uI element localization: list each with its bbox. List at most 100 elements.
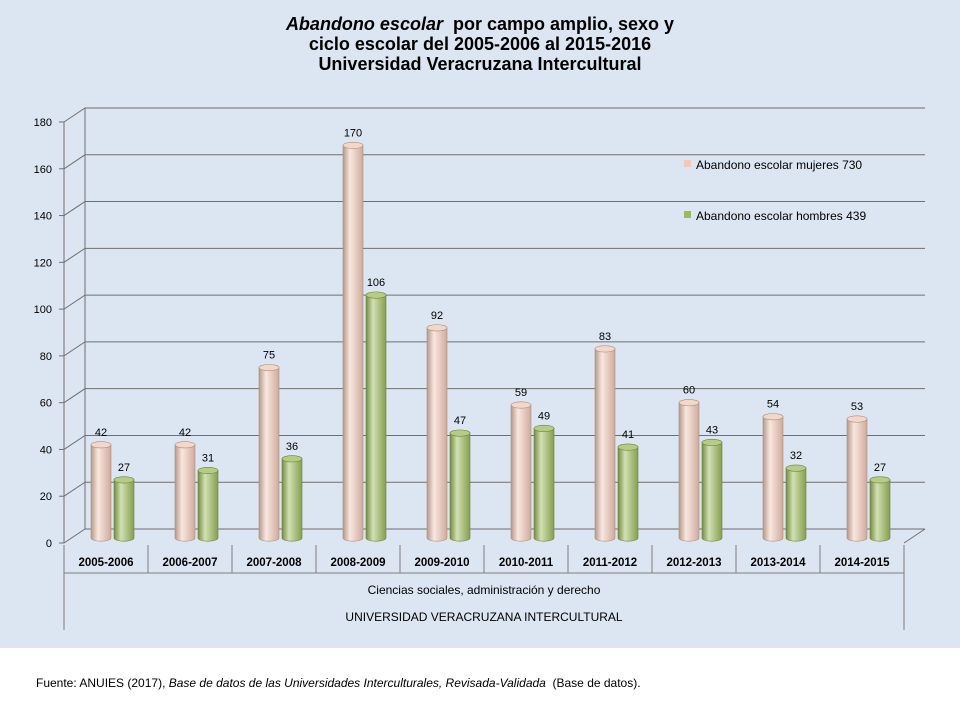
x-category-label: 2007-2008 bbox=[247, 557, 303, 569]
gridline bbox=[63, 341, 925, 357]
bar-cap bbox=[258, 364, 280, 372]
bar bbox=[281, 458, 303, 542]
bar-group bbox=[510, 401, 532, 542]
data-label: 54 bbox=[767, 399, 779, 411]
bar bbox=[785, 467, 807, 542]
data-label: 59 bbox=[515, 387, 527, 399]
source-prefix: Fuente: ANUIES (2017), bbox=[36, 676, 169, 690]
bar bbox=[701, 442, 723, 542]
chart-title: Abandono escolar por campo amplio, sexo … bbox=[0, 14, 960, 74]
bar bbox=[365, 294, 387, 542]
bar-cap bbox=[846, 415, 868, 423]
data-label: 75 bbox=[263, 350, 275, 362]
bar-group bbox=[533, 424, 555, 542]
data-label: 60 bbox=[683, 385, 695, 397]
bar bbox=[678, 402, 700, 542]
bar-cap bbox=[365, 291, 387, 299]
legend-label: Abandono escolar hombres 439 bbox=[696, 209, 866, 223]
bar-cap bbox=[869, 476, 891, 484]
bar bbox=[449, 432, 471, 542]
source-italic: Base de datos de las Universidades Inter… bbox=[168, 676, 546, 690]
y-tick-label: 60 bbox=[40, 398, 52, 410]
data-label: 43 bbox=[706, 424, 718, 436]
data-label: 47 bbox=[454, 415, 466, 427]
x-category-label: 2012-2013 bbox=[667, 557, 722, 569]
bar-group bbox=[594, 345, 616, 542]
gridline bbox=[63, 107, 925, 123]
bar-group bbox=[258, 364, 280, 542]
bar bbox=[846, 418, 868, 542]
legend-swatch bbox=[684, 211, 691, 218]
bar-group bbox=[449, 429, 471, 542]
bar bbox=[113, 479, 135, 542]
bar-group bbox=[342, 141, 364, 542]
bar-group bbox=[174, 441, 196, 542]
gridline bbox=[63, 247, 925, 263]
institution-label: UNIVERSIDAD VERACRUZANA INTERCULTURAL bbox=[345, 610, 622, 624]
title-italic: Abandono escolar bbox=[285, 14, 443, 34]
bar-cap bbox=[510, 401, 532, 409]
source-suffix: (Base de datos). bbox=[545, 676, 641, 690]
group-label: Ciencias sociales, administración y dere… bbox=[368, 583, 601, 597]
title-line-3: Universidad Veracruzana Intercultural bbox=[318, 54, 642, 74]
bar-group bbox=[678, 399, 700, 542]
bar-cap bbox=[617, 443, 639, 451]
x-category-label: 2006-2007 bbox=[163, 557, 218, 569]
bar-cap bbox=[281, 455, 303, 463]
bar-group bbox=[426, 324, 448, 542]
data-label: 31 bbox=[202, 452, 214, 464]
bar-cap bbox=[174, 441, 196, 449]
title-rest: por campo amplio, sexo y bbox=[442, 14, 675, 34]
data-label: 27 bbox=[874, 462, 886, 474]
x-category-label: 2005-2006 bbox=[79, 557, 134, 569]
bar-group bbox=[197, 466, 219, 542]
bar-group bbox=[365, 291, 387, 542]
bar bbox=[762, 416, 784, 542]
bar bbox=[174, 444, 196, 542]
bar bbox=[869, 479, 891, 542]
data-label: 36 bbox=[286, 441, 298, 453]
bar-group bbox=[113, 476, 135, 542]
bar-group bbox=[869, 476, 891, 542]
data-label: 42 bbox=[95, 427, 107, 439]
x-category-label: 2014-2015 bbox=[835, 557, 891, 569]
bar-cap bbox=[342, 141, 364, 149]
legend-swatch bbox=[684, 160, 691, 167]
title-line-1: Abandono escolar por campo amplio, sexo … bbox=[0, 14, 960, 34]
bar-group bbox=[90, 441, 112, 542]
bar-cap bbox=[90, 441, 112, 449]
bar-group bbox=[281, 455, 303, 542]
y-tick-label: 0 bbox=[46, 538, 52, 550]
bar-cap bbox=[426, 324, 448, 332]
x-category-label: 2013-2014 bbox=[751, 557, 807, 569]
bar bbox=[90, 444, 112, 542]
y-tick-label: 20 bbox=[40, 491, 52, 503]
chart-svg: 0 20 40 60 80 100 120 140 160 180 42 27 42 31 75 36 170 1… bbox=[34, 107, 926, 630]
bar-cap bbox=[197, 466, 219, 474]
y-tick-label: 140 bbox=[34, 211, 52, 223]
data-label: 32 bbox=[790, 450, 802, 462]
data-label: 53 bbox=[851, 401, 863, 413]
gridline bbox=[63, 388, 925, 404]
bar bbox=[617, 446, 639, 542]
bar-group bbox=[617, 443, 639, 542]
bar-group bbox=[846, 415, 868, 542]
y-tick-label: 40 bbox=[40, 444, 52, 456]
bar-cap bbox=[113, 476, 135, 484]
bar-cap bbox=[678, 399, 700, 407]
bar-group bbox=[701, 438, 723, 542]
y-tick-label: 160 bbox=[34, 164, 52, 176]
data-label: 41 bbox=[622, 429, 634, 441]
data-label: 83 bbox=[599, 331, 611, 343]
data-label: 92 bbox=[431, 310, 443, 322]
bar bbox=[533, 428, 555, 542]
bar bbox=[197, 470, 219, 542]
bar-group bbox=[762, 413, 784, 542]
bar bbox=[510, 404, 532, 542]
floor-right-edge bbox=[903, 528, 926, 544]
legend-label: Abandono escolar mujeres 730 bbox=[696, 158, 862, 172]
bar-cap bbox=[762, 413, 784, 421]
x-category-label: 2009-2010 bbox=[415, 557, 470, 569]
gridline bbox=[63, 294, 925, 310]
y-tick-label: 120 bbox=[34, 257, 52, 269]
